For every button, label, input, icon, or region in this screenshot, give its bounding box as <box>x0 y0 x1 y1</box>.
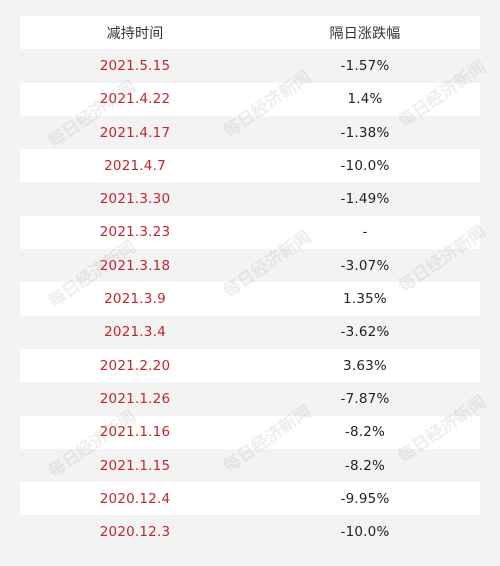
reduction-date: 2021.1.16 <box>99 424 171 441</box>
table-row: 2021.1.15 -8.2% <box>20 448 480 483</box>
table-row: 2021.3.23 - <box>20 215 480 250</box>
reduction-date: 2020.12.4 <box>99 490 171 507</box>
next-day-change: 1.4% <box>347 91 383 108</box>
reduction-date: 2021.3.9 <box>104 291 166 308</box>
next-day-change: - <box>362 224 368 241</box>
reduction-date: 2021.2.20 <box>99 357 171 374</box>
table-row: 2021.5.15 -1.57% <box>20 49 480 83</box>
header-next-day-change: 隔日涨跌幅 <box>329 25 401 42</box>
reduction-date: 2021.3.30 <box>99 191 171 208</box>
table-row: 2020.12.4 -9.95% <box>20 482 480 516</box>
table-row: 2021.1.16 -8.2% <box>20 415 480 449</box>
data-table: 减持时间 隔日涨跌幅 2021.5.15 -1.57% 2021.4.22 1.… <box>20 16 480 549</box>
reduction-date: 2020.12.3 <box>99 524 171 541</box>
table-row: 2021.2.20 3.63% <box>20 348 480 383</box>
table-row: 2021.4.17 -1.38% <box>20 115 480 150</box>
reduction-date: 2021.1.15 <box>99 457 171 474</box>
reduction-date: 2021.3.4 <box>104 324 166 341</box>
table-row: 2021.3.30 -1.49% <box>20 182 480 216</box>
table-row: 2021.1.26 -7.87% <box>20 382 480 416</box>
next-day-change: -3.07% <box>340 257 390 274</box>
next-day-change: -1.49% <box>340 191 390 208</box>
header-reduction-date: 减持时间 <box>106 25 164 42</box>
reduction-date: 2021.4.7 <box>104 157 166 174</box>
reduction-date: 2021.5.15 <box>99 57 171 74</box>
next-day-change: -8.2% <box>344 424 386 441</box>
table-header: 减持时间 隔日涨跌幅 <box>20 16 480 50</box>
reduction-date: 2021.3.18 <box>99 257 171 274</box>
next-day-change: -9.95% <box>340 490 390 507</box>
table-row: 2021.4.22 1.4% <box>20 82 480 116</box>
next-day-change: -1.38% <box>340 124 390 141</box>
reduction-date: 2021.4.22 <box>99 91 171 108</box>
next-day-change: 1.35% <box>343 291 387 308</box>
reduction-date: 2021.4.17 <box>99 124 171 141</box>
next-day-change: -8.2% <box>344 457 386 474</box>
next-day-change: -10.0% <box>340 524 390 541</box>
table-row: 2021.3.18 -3.07% <box>20 249 480 283</box>
reduction-date: 2021.1.26 <box>99 390 171 407</box>
table-row: 2021.3.4 -3.62% <box>20 315 480 349</box>
next-day-change: -7.87% <box>340 390 390 407</box>
table-row: 2020.12.3 -10.0% <box>20 515 480 549</box>
next-day-change: -1.57% <box>340 57 390 74</box>
table-row: 2021.4.7 -10.0% <box>20 149 480 183</box>
next-day-change: -3.62% <box>340 324 390 341</box>
table-row: 2021.3.9 1.35% <box>20 282 480 316</box>
next-day-change: 3.63% <box>343 357 387 374</box>
next-day-change: -10.0% <box>340 157 390 174</box>
reduction-date: 2021.3.23 <box>99 224 171 241</box>
